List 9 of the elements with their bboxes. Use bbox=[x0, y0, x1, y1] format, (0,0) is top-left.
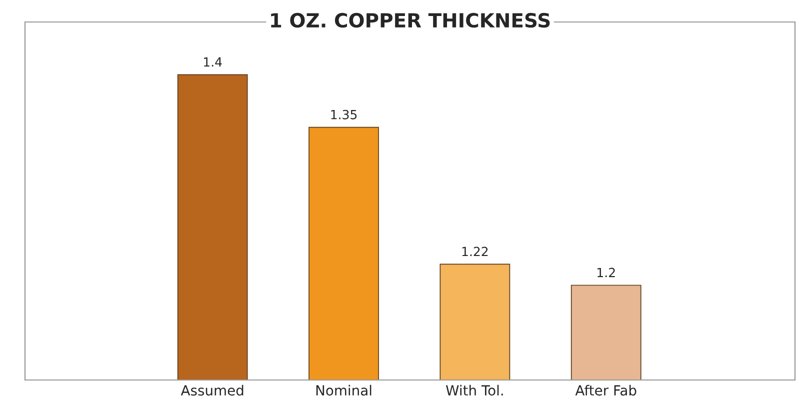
x-tick-label: Nominal bbox=[316, 384, 372, 396]
x-tick-label: Assumed bbox=[180, 384, 244, 396]
data-label: 1.4 bbox=[204, 57, 222, 66]
data-label: 1.22 bbox=[462, 246, 488, 256]
x-tick-label: After Fab bbox=[575, 384, 636, 396]
chart-title: 1 OZ. COPPER THICKNESS bbox=[271, 12, 550, 28]
x-tick-label: With Tol. bbox=[446, 384, 503, 396]
data-label: 1.35 bbox=[331, 110, 357, 120]
data-label: 1.2 bbox=[598, 268, 615, 278]
